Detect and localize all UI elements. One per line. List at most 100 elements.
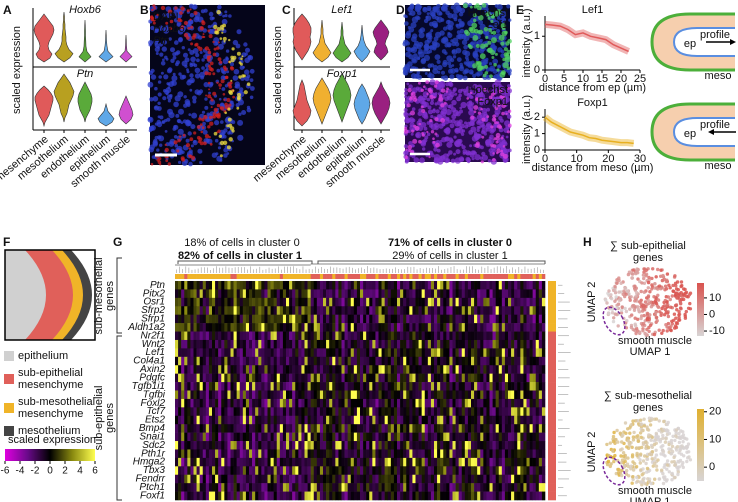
heatmap-cell	[375, 373, 379, 383]
heatmap-cell	[344, 289, 348, 299]
heatmap-cell	[538, 390, 543, 400]
heatmap-cell	[326, 306, 330, 315]
cluster-strip	[208, 274, 213, 279]
cell	[459, 106, 463, 110]
heatmap-cell	[501, 474, 506, 484]
legend-label: mesothelium	[18, 425, 80, 437]
heatmap-cell	[313, 289, 318, 299]
heatmap-cell	[393, 339, 398, 349]
cell	[500, 49, 505, 54]
heatmap-cell	[412, 449, 416, 459]
heatmap-cell	[480, 331, 484, 341]
heatmap-cell	[427, 449, 432, 459]
heatmap-cell	[529, 457, 533, 467]
heatmap-cell	[397, 382, 401, 391]
heatmap-cell	[338, 339, 342, 349]
panel-label: B	[140, 3, 149, 17]
cluster-strip	[295, 274, 299, 279]
cell	[171, 80, 177, 86]
heatmap-cell	[276, 398, 281, 408]
heatmap-cell	[424, 297, 429, 307]
heatmap-cell	[276, 466, 281, 476]
violin	[353, 24, 371, 63]
cell	[498, 107, 502, 111]
heatmap-cell	[190, 297, 194, 307]
heatmap-cell	[184, 281, 188, 290]
heatmap-cell	[455, 415, 459, 425]
heatmap-cell	[236, 432, 241, 442]
heatmap-cell	[319, 382, 324, 391]
heatmap-cell	[332, 415, 336, 425]
cell	[481, 124, 486, 129]
heatmap-cell	[187, 339, 191, 349]
cell	[171, 75, 178, 82]
heatmap-cell	[181, 474, 185, 484]
heatmap-cell	[523, 483, 527, 492]
heatmap-cell	[332, 289, 336, 299]
cell	[448, 81, 453, 86]
heatmap-cell	[483, 373, 487, 383]
heatmap-cell	[440, 373, 444, 383]
heatmap-cell	[406, 415, 410, 425]
cell	[481, 135, 485, 139]
gene-title: Lef1	[331, 4, 352, 16]
heatmap-cell	[480, 339, 484, 349]
cell	[467, 103, 474, 111]
heatmap-cell	[282, 356, 287, 366]
heatmap-cell	[403, 323, 407, 332]
heatmap-cell	[181, 323, 185, 332]
cluster-strip	[387, 274, 392, 279]
heatmap-cell	[529, 289, 533, 299]
heatmap-cell	[514, 398, 518, 408]
heatmap-cell	[483, 382, 487, 391]
cell	[416, 56, 421, 60]
heatmap-cell	[529, 281, 533, 290]
heatmap-cell	[264, 331, 268, 341]
heatmap-cell	[495, 491, 500, 501]
violin	[292, 79, 312, 127]
heatmap-cell	[181, 466, 185, 476]
heatmap-cell	[245, 281, 250, 290]
heatmap-cell	[245, 474, 250, 484]
heatmap-cell	[292, 289, 296, 299]
heatmap-cell	[319, 398, 324, 408]
cell	[462, 88, 467, 93]
heatmap-cell	[202, 306, 207, 315]
heatmap-cell	[190, 365, 194, 374]
cell	[213, 47, 217, 51]
heatmap-cell	[233, 356, 237, 366]
heatmap-cell	[541, 407, 546, 417]
heatmap-cell	[495, 449, 500, 459]
heatmap-cell	[387, 432, 392, 442]
heatmap-cell	[526, 441, 530, 450]
heatmap-cell	[252, 323, 256, 332]
heatmap-cell	[335, 449, 339, 459]
heatmap-cell	[230, 297, 234, 307]
heatmap-cell	[452, 424, 456, 433]
heatmap-cell	[461, 356, 466, 366]
heatmap-cell	[406, 289, 410, 299]
cell	[434, 80, 439, 85]
heatmap-cell	[446, 407, 450, 417]
heatmap-cell	[199, 331, 204, 341]
cell	[164, 143, 167, 146]
heatmap-cell	[245, 297, 250, 307]
heatmap-cell	[344, 398, 348, 408]
cell	[499, 95, 503, 99]
heatmap-cell	[489, 424, 493, 433]
heatmap-cell	[384, 365, 389, 374]
heatmap-cell	[242, 398, 247, 408]
heatmap-cell	[486, 297, 490, 307]
heatmap-cell	[193, 356, 197, 366]
cell	[164, 55, 168, 60]
heatmap-cell	[261, 457, 265, 467]
cell	[473, 18, 477, 23]
heatmap-cell	[276, 373, 281, 383]
heatmap-cell	[273, 314, 278, 324]
heatmap-cell	[526, 466, 530, 476]
heatmap-cell	[286, 281, 290, 290]
cell	[413, 157, 420, 163]
heatmap-cell	[501, 306, 506, 315]
heatmap-cell	[498, 390, 503, 400]
heatmap-cell	[480, 348, 484, 358]
